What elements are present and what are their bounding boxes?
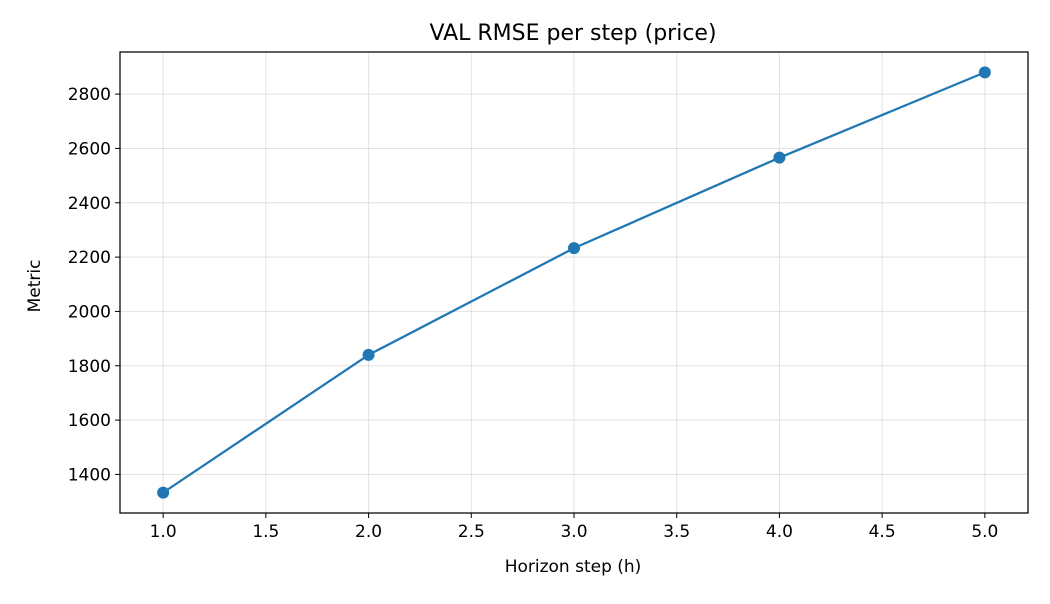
x-tick-label: 1.5 xyxy=(252,522,279,542)
data-point xyxy=(978,66,991,79)
y-tick-label: 2200 xyxy=(68,248,111,268)
chart-title: VAL RMSE per step (price) xyxy=(429,21,716,46)
x-tick-label: 5.0 xyxy=(971,522,998,542)
y-tick-label: 1800 xyxy=(68,357,111,377)
y-tick-label: 2000 xyxy=(68,302,111,322)
x-tick-label: 2.0 xyxy=(355,522,382,542)
data-series xyxy=(157,66,991,499)
axes: 1.0 1.5 2.0 2.5 3.0 3.5 4.0 4.5 5.0 1400 1600 1800 2… xyxy=(68,85,999,542)
x-tick-label: 3.0 xyxy=(560,522,587,542)
x-tick-label: 3.5 xyxy=(663,522,690,542)
data-point xyxy=(568,242,580,255)
y-tick-label: 2400 xyxy=(68,194,111,214)
x-tick-label: 4.0 xyxy=(766,522,793,542)
x-tick-label: 2.5 xyxy=(458,522,485,542)
x-axis-label: Horizon step (h) xyxy=(505,557,642,577)
y-tick-label: 1400 xyxy=(68,465,111,485)
y-tick-label: 2600 xyxy=(68,139,111,159)
y-axis-label: Metric xyxy=(25,260,45,313)
y-tick-label: 2800 xyxy=(68,85,111,105)
data-point xyxy=(362,348,375,361)
data-point xyxy=(773,151,786,164)
x-tick-label: 4.5 xyxy=(869,522,896,542)
x-tick-label: 1.0 xyxy=(150,522,177,542)
y-tick-label: 1600 xyxy=(68,411,111,431)
data-point xyxy=(157,486,170,499)
